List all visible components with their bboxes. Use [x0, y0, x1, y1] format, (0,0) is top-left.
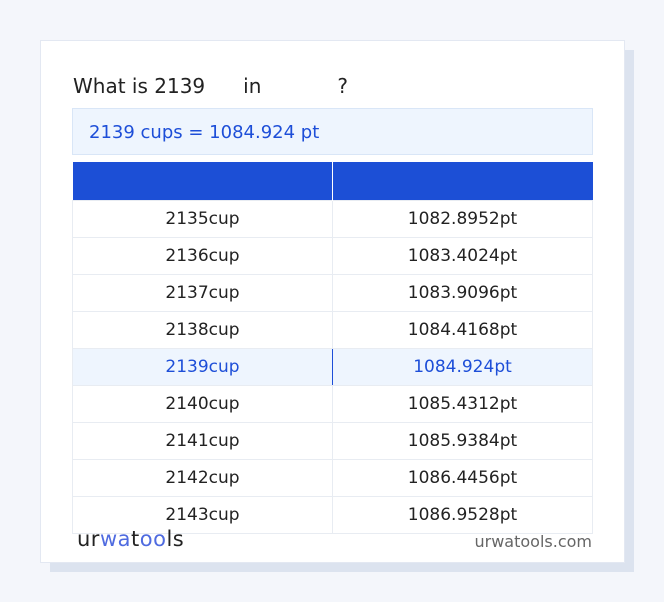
pt-cell: 1084.4168pt	[332, 311, 593, 349]
pt-cell: 1082.8952pt	[332, 200, 593, 238]
pt-cell: 1083.9096pt	[332, 274, 593, 312]
title-prefix: What is 2139	[73, 74, 206, 98]
cup-cell: 2138cup	[72, 311, 333, 349]
table-row: 2143cup 1086.9528pt	[72, 496, 593, 534]
pt-cell: 1086.4456pt	[332, 459, 593, 497]
header-col-2	[332, 162, 593, 201]
table-row: 2139cup 1084.924pt	[72, 348, 593, 386]
question-title: What is 2139 in?	[73, 74, 348, 98]
table-row: 2140cup 1085.4312pt	[72, 385, 593, 423]
result-box: 2139 cups = 1084.924 pt	[72, 108, 593, 155]
title-suffix: ?	[337, 74, 348, 98]
converter-card: What is 2139 in? 2139 cups = 1084.924 pt …	[40, 40, 625, 563]
cup-cell: 2137cup	[72, 274, 333, 312]
header-col-1	[72, 162, 333, 201]
pt-cell: 1085.4312pt	[332, 385, 593, 423]
cup-cell: 2136cup	[72, 237, 333, 275]
cup-cell: 2135cup	[72, 200, 333, 238]
pt-cell: 1084.924pt	[332, 348, 593, 386]
site-link[interactable]: urwatools.com	[474, 532, 593, 551]
pt-cell: 1086.9528pt	[332, 496, 593, 534]
table-row: 2137cup 1083.9096pt	[72, 274, 593, 312]
table-row: 2142cup 1086.4456pt	[72, 459, 593, 497]
urwatools-logo[interactable]: urwatools	[77, 527, 185, 551]
cup-cell: 2140cup	[72, 385, 333, 423]
cup-cell: 2143cup	[72, 496, 333, 534]
pt-cell: 1085.9384pt	[332, 422, 593, 460]
table-row: 2135cup 1082.8952pt	[72, 200, 593, 238]
cup-cell: 2142cup	[72, 459, 333, 497]
table-row: 2141cup 1085.9384pt	[72, 422, 593, 460]
cup-cell: 2141cup	[72, 422, 333, 460]
table-row: 2138cup 1084.4168pt	[72, 311, 593, 349]
table-row: 2136cup 1083.4024pt	[72, 237, 593, 275]
cup-cell: 2139cup	[72, 348, 333, 386]
pt-cell: 1083.4024pt	[332, 237, 593, 275]
title-mid: in	[243, 74, 262, 98]
conversion-table: 2135cup 1082.8952pt 2136cup 1083.4024pt 2137…	[72, 162, 593, 534]
